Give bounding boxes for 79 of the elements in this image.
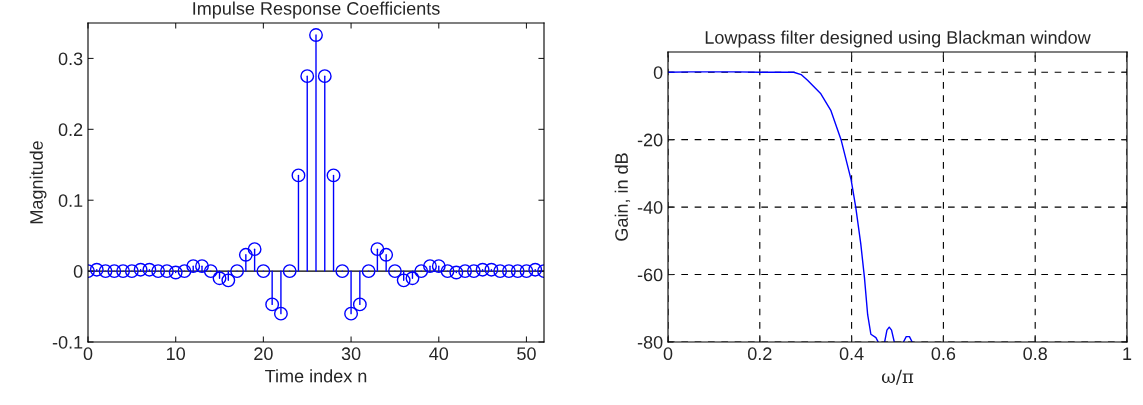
y-axis-title: Magnitude (29, 141, 47, 224)
point (387, 264, 402, 279)
y-tick-label: -0.1 (52, 335, 83, 349)
point (510, 264, 525, 279)
x-tick-label: 10 (167, 347, 186, 361)
point (475, 262, 490, 277)
point (519, 264, 534, 279)
point (396, 273, 411, 288)
y-tick-label: -80 (637, 335, 663, 349)
point (501, 264, 516, 279)
point (256, 264, 271, 279)
x-tick-label: 0 (663, 347, 673, 361)
chart-title: Impulse Response Coefficients (193, 1, 440, 19)
y-tick-label: -40 (637, 201, 663, 214)
point (212, 271, 227, 286)
point (414, 264, 429, 279)
y-tick-label: 0.1 (58, 194, 83, 207)
point (370, 242, 385, 257)
point (98, 264, 113, 279)
point (493, 264, 508, 279)
y-tick-label: 0.3 (58, 52, 83, 66)
x-axis-title: Time index n (265, 369, 367, 383)
x-tick-label: 40 (429, 347, 449, 361)
point (89, 262, 104, 277)
point (159, 264, 174, 279)
y-tick-label: 0.2 (58, 123, 83, 137)
point (423, 259, 437, 274)
point (107, 264, 122, 279)
point (352, 297, 367, 312)
point (230, 264, 245, 279)
point (142, 262, 157, 277)
point (291, 168, 306, 183)
point (431, 259, 446, 274)
x-tick-label: 0.2 (747, 347, 772, 361)
point (309, 28, 323, 42)
x-tick-label: 1 (1123, 347, 1132, 360)
y-tick-label: -60 (637, 268, 663, 282)
x-tick-label: 20 (254, 347, 273, 361)
point (484, 262, 499, 277)
point (116, 264, 131, 279)
x-tick-label: 0.8 (1023, 347, 1047, 361)
x-tick-label: 0.4 (839, 347, 864, 361)
x-tick-label: 0 (83, 347, 93, 361)
point (361, 264, 376, 279)
point (449, 265, 464, 280)
point (379, 247, 394, 262)
point (326, 168, 341, 183)
point (300, 69, 315, 84)
point (238, 247, 253, 262)
point (405, 271, 420, 286)
chart-title: Lowpass filter designed using Blackman window (705, 30, 1091, 48)
point (273, 306, 288, 321)
x-tick-label: 0.6 (931, 347, 956, 361)
point (317, 69, 332, 84)
point (528, 262, 543, 277)
point (195, 259, 209, 274)
point (335, 264, 350, 279)
x-axis-title: ω/π (881, 369, 914, 385)
y-axis-title: Gain, in dB (614, 153, 631, 241)
point (458, 264, 473, 279)
point (466, 264, 481, 279)
x-tick-label: 50 (517, 347, 536, 361)
point (168, 265, 183, 280)
point (177, 264, 192, 279)
y-tick-label: 0 (653, 66, 663, 79)
point (282, 264, 297, 279)
point (344, 306, 359, 321)
point (151, 264, 166, 279)
point (221, 273, 236, 288)
point (265, 297, 280, 312)
point (440, 264, 455, 279)
y-tick-label: 0 (73, 265, 83, 278)
point (186, 259, 201, 274)
point (203, 264, 218, 279)
point (133, 262, 148, 277)
point (247, 242, 262, 257)
x-tick-label: 30 (341, 347, 361, 361)
point (124, 264, 139, 279)
y-tick-label: -20 (637, 133, 663, 147)
